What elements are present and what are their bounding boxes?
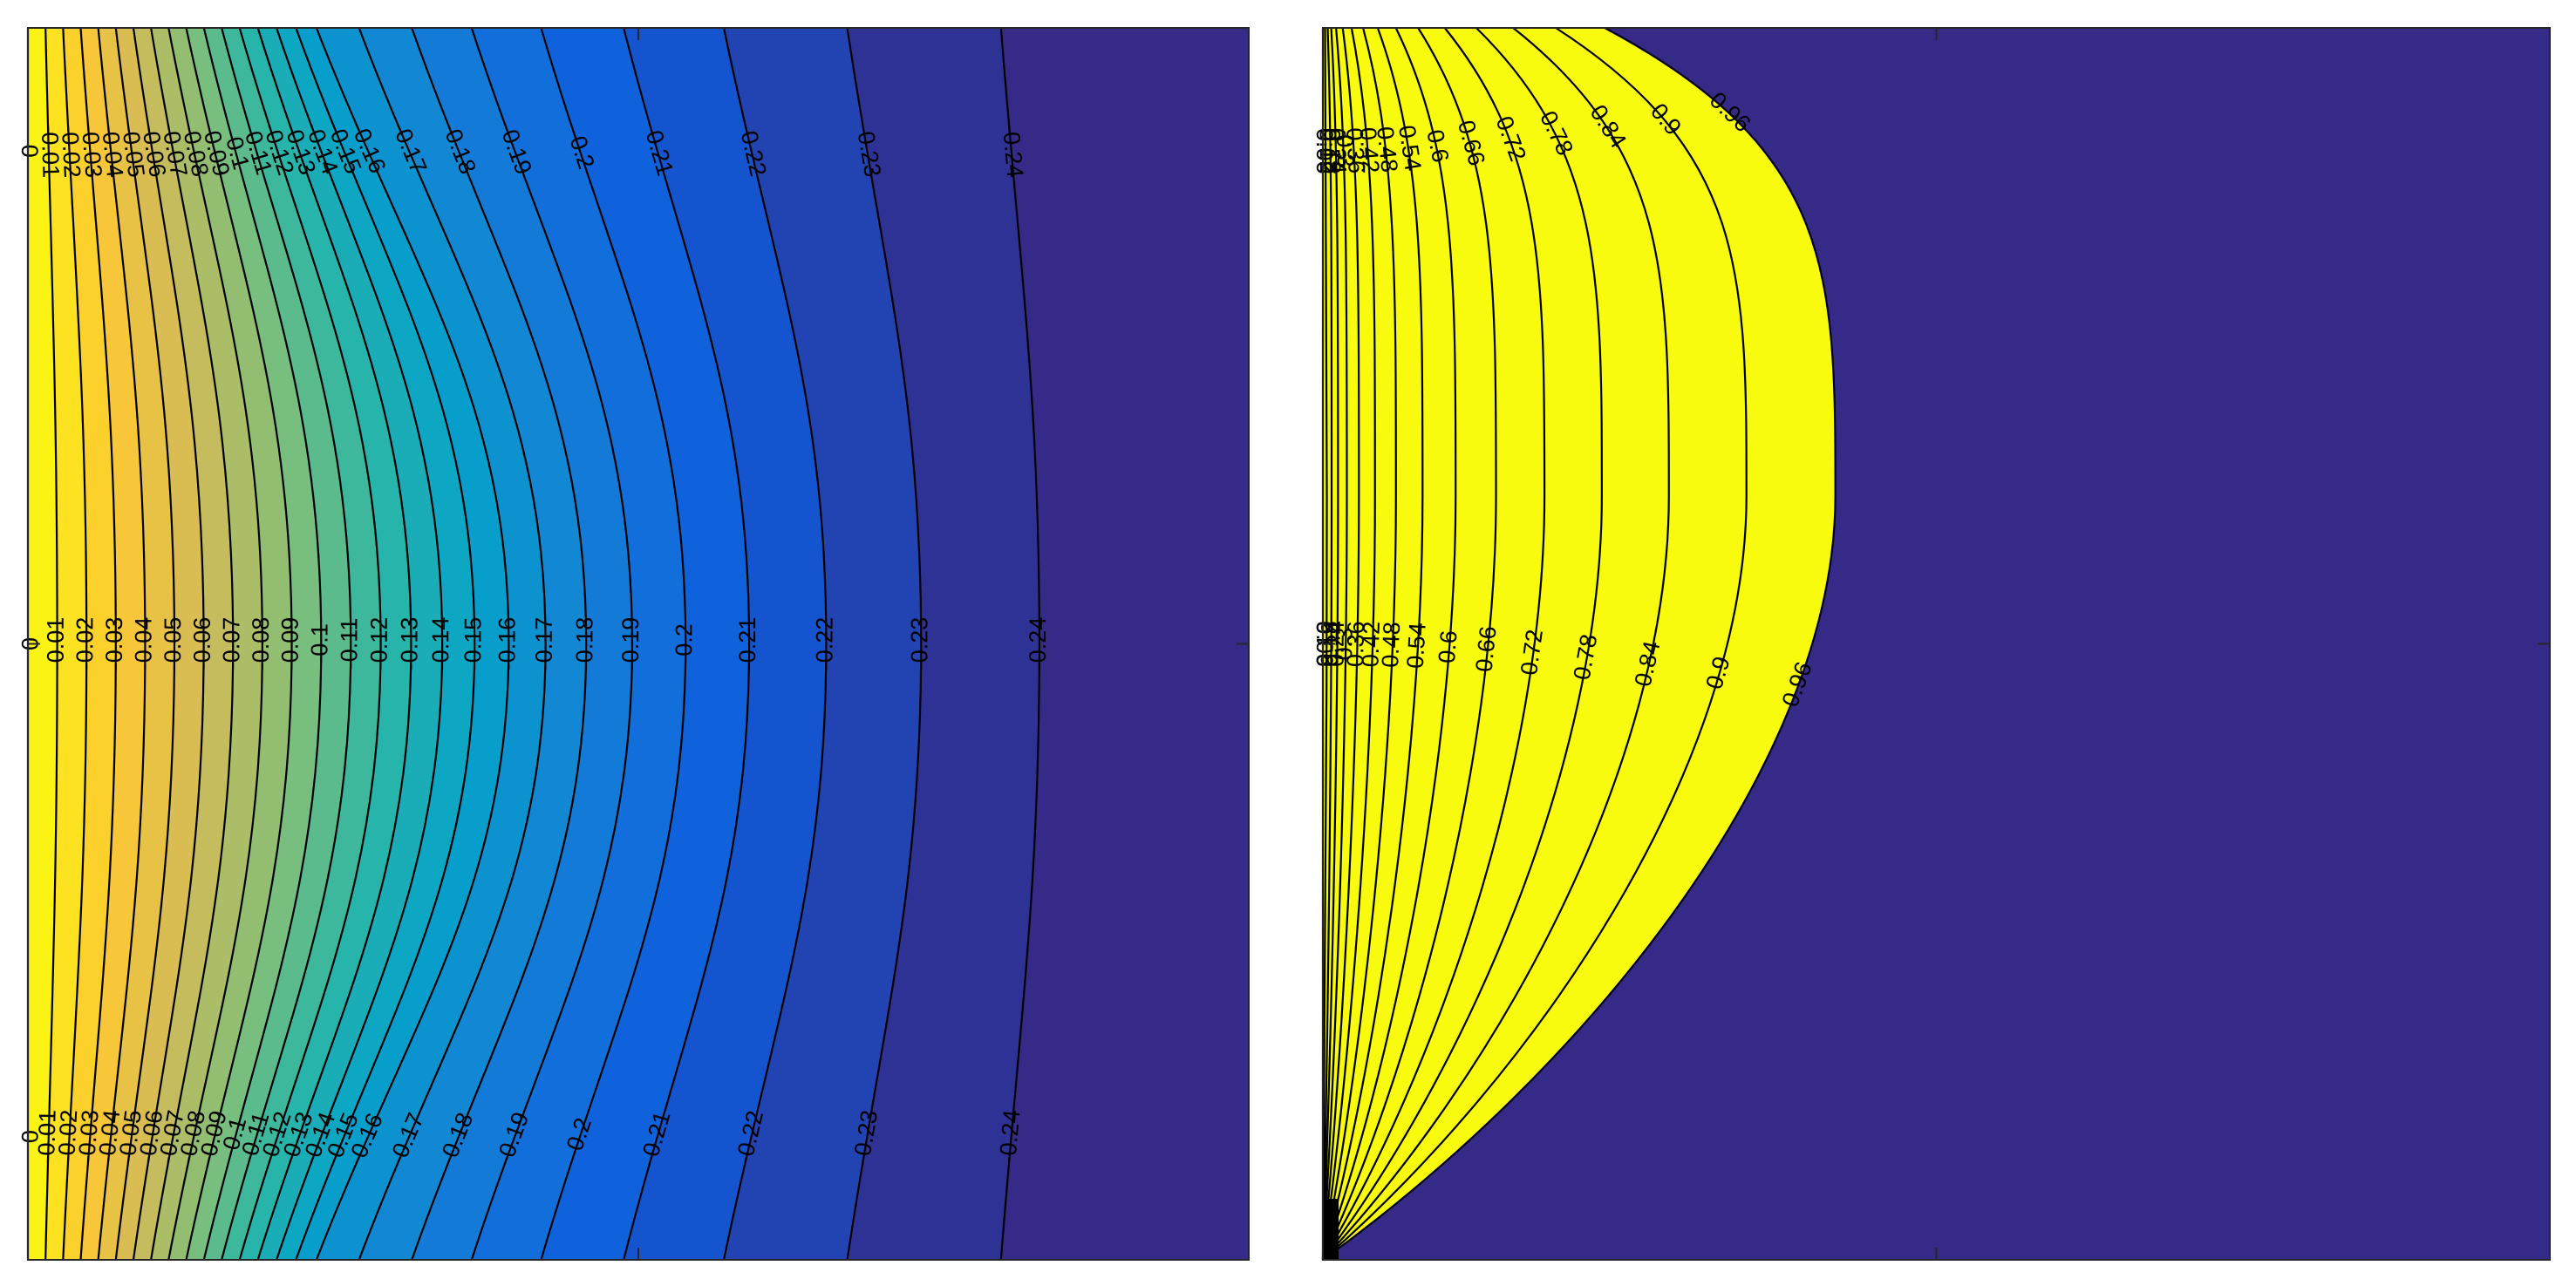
- contour-label: -0.15: [460, 617, 486, 671]
- contour-line: [1321, 27, 1397, 1261]
- contour-label: -0.01: [33, 1110, 61, 1164]
- contour-line: [1322, 27, 1603, 1261]
- contour-label: -0.14: [427, 617, 453, 671]
- contour-line: [846, 27, 923, 1261]
- contour-line: [1321, 27, 1328, 1261]
- contour-label: -0.03: [77, 123, 107, 179]
- contour-label: -0.23: [906, 617, 932, 671]
- contour-plot-left: 000-0.01-0.01-0.01-0.02-0.02-0.02-0.03-0…: [17, 27, 1250, 1261]
- contour-label: -0.24: [998, 123, 1028, 179]
- contour-line: [221, 27, 352, 1261]
- contour-line: [150, 27, 235, 1261]
- contour-line: [97, 27, 147, 1261]
- contour-label: -0.21: [734, 617, 760, 671]
- contour-line: [238, 27, 382, 1261]
- contour-label: 0.42: [1357, 621, 1385, 667]
- contour-label: -0.02: [72, 617, 98, 671]
- contour-line: [1321, 27, 1348, 1261]
- contour-line: [295, 27, 476, 1261]
- contour-label: 0: [17, 1130, 43, 1143]
- contour-label: -0.11: [336, 618, 362, 670]
- contour-band: [28, 28, 58, 1260]
- contour-label: 0.36: [1342, 621, 1369, 667]
- contour-label: 0.12: [1315, 128, 1341, 174]
- contour-line: [1322, 27, 1837, 1261]
- contour-line: [185, 27, 293, 1261]
- contour-label: 0.3: [1332, 134, 1359, 168]
- contour-label: 0.66: [1471, 625, 1502, 673]
- contour-label: 0.24: [1324, 128, 1351, 174]
- contour-line: [1322, 27, 1546, 1261]
- contour-line: [1321, 27, 1333, 1261]
- contour-label: -0.04: [93, 1109, 125, 1165]
- contour-label: 0.36: [1341, 127, 1370, 174]
- contour-label: -0.02: [57, 124, 85, 179]
- contour-label: -0.03: [73, 1109, 104, 1165]
- contour-plot-right: 0.960.960.90.90.840.840.780.780.720.720.…: [1312, 27, 2551, 1261]
- contour-label: -0.07: [218, 617, 244, 671]
- contour-label: 0: [17, 145, 43, 158]
- contour-line: [1322, 27, 1748, 1261]
- contour-label: -0.18: [571, 617, 597, 671]
- contour-line: [540, 27, 687, 1261]
- contour-label: 0.48: [1372, 126, 1403, 174]
- contour-label: -0.09: [277, 617, 303, 671]
- contour-label: 0.48: [1377, 622, 1405, 669]
- contour-line: [114, 27, 176, 1261]
- contour-label: -0.02: [53, 1109, 82, 1164]
- contour-label: -0.01: [43, 617, 69, 671]
- contour-line: [132, 27, 205, 1261]
- contour-line: [79, 27, 117, 1261]
- contour-label: -0.04: [97, 123, 128, 179]
- contour-label: -0.06: [189, 617, 215, 671]
- contour-line: [999, 27, 1040, 1261]
- contour-line: [1321, 27, 1360, 1261]
- corner-patch: [1323, 1199, 1339, 1260]
- contour-label: 0.42: [1354, 126, 1384, 174]
- contour-label: -0.24: [994, 1109, 1025, 1165]
- contour-line: [623, 27, 751, 1261]
- contour-line: [202, 27, 323, 1261]
- contour-label: -0.17: [531, 617, 557, 671]
- contour-line: [1322, 27, 1497, 1261]
- contour-line: [256, 27, 412, 1261]
- contour-label: 0.72: [1516, 628, 1548, 677]
- contour-label: -0.08: [248, 617, 274, 671]
- contour-label: -0.22: [811, 617, 837, 671]
- contour-line: [1321, 27, 1424, 1261]
- contour-label: -0.1: [306, 623, 332, 664]
- contour-line: [411, 27, 588, 1261]
- contour-line: [167, 27, 263, 1261]
- contour-line: [276, 27, 444, 1261]
- contour-line: [722, 27, 828, 1261]
- contour-label: -0.2: [671, 623, 697, 664]
- contour-label: -0.16: [494, 617, 520, 671]
- contour-label: -0.03: [101, 617, 127, 671]
- contour-label: 0.6: [1434, 629, 1462, 664]
- contour-label: 0.3: [1331, 628, 1358, 661]
- contour-line: [62, 27, 88, 1261]
- contour-label: 0.54: [1402, 622, 1431, 669]
- contour-line: [1321, 27, 1339, 1261]
- contour-label: -0.05: [160, 617, 186, 671]
- contour-label: 0.06: [1312, 128, 1338, 174]
- contour-line: [1321, 27, 1457, 1261]
- contour-line: [1321, 27, 1376, 1261]
- contour-line: [1322, 27, 1670, 1261]
- contour-label: -0.24: [1025, 617, 1051, 671]
- contour-line: [315, 27, 510, 1261]
- contour-line: [358, 27, 547, 1261]
- contour-line: [470, 27, 634, 1261]
- contour-label: -0.13: [397, 617, 423, 671]
- contour-label: -0.04: [131, 617, 157, 671]
- contour-label: -0.01: [37, 124, 65, 178]
- contour-band: [1323, 28, 1836, 1260]
- contour-line: [44, 27, 58, 1261]
- contour-label: -0.12: [366, 617, 392, 671]
- contour-label: -0.19: [617, 617, 644, 671]
